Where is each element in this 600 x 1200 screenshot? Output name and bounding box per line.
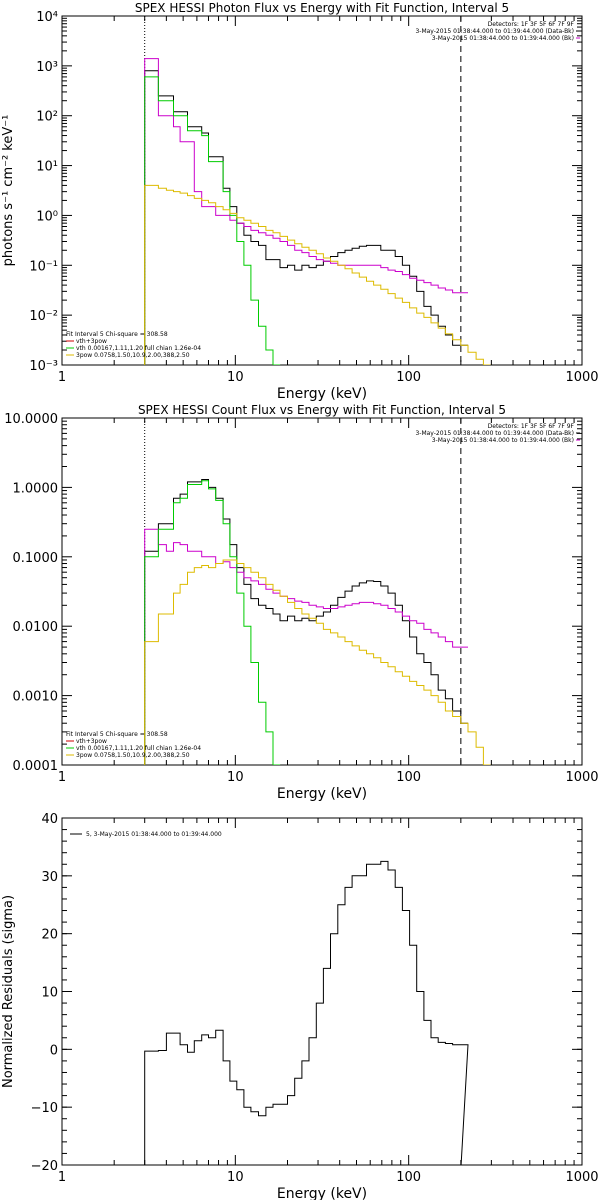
legend-entry: Fit Interval 5 Chi-square = 308.58	[66, 331, 168, 338]
y-tick-label: −20	[31, 1159, 58, 1174]
plot-frame	[61, 817, 583, 1166]
y-tick-label: 10⁰	[36, 209, 58, 224]
series-line-2	[144, 58, 468, 365]
y-tick-label: 10³	[36, 60, 58, 75]
series-line-1	[144, 70, 468, 365]
series-line-3	[144, 76, 281, 365]
x-tick-label: 1000	[565, 370, 598, 385]
x-tick-label: 100	[396, 770, 421, 785]
x-tick-label: 1	[58, 770, 66, 785]
legend-entry: Detectors: 1F 3F 5F 6F 7F 9F	[488, 423, 575, 430]
y-tick-label: 0	[50, 1043, 58, 1058]
y-tick-label: 0.1000	[13, 551, 59, 566]
legend-entry: 3pow 0.0758,1.50,10.9,2.00,388,2.50	[76, 752, 190, 759]
legend-entry: 3-May-2015 01:38:44.000 to 01:39:44.000 …	[415, 28, 574, 35]
chart-title: SPEX HESSI Count Flux vs Energy with Fit…	[138, 403, 506, 417]
legend-entry: Detectors: 1F 3F 5F 6F 7F 9F	[488, 21, 575, 28]
legend-entry: vth 0.00167,1.11,1.20 full chian 1.26e-0…	[76, 345, 201, 352]
series-line-1	[144, 479, 468, 765]
legend-entry: 3pow 0.0758,1.50,10.9,2.00,388,2.50	[76, 352, 190, 359]
y-axis-label: Normalized Residuals (sigma)	[1, 895, 16, 1088]
legend-entry: Fit Interval 5 Chi-square = 308.58	[66, 731, 168, 738]
x-tick-label: 10	[227, 1170, 244, 1185]
legend-entry: 3-May-2015 01:38:44.000 to 01:39:44.000 …	[432, 35, 574, 42]
y-tick-label: 10²	[36, 110, 58, 125]
y-tick-label: 40	[41, 812, 58, 827]
x-axis-label: Energy (keV)	[277, 1186, 367, 1200]
chart-panel-3: 1 10 100 1000 Energy (keV) −20 −10 0 10 20 30 40 Nor…	[1, 812, 599, 1200]
series-group	[144, 860, 469, 1165]
y-tick-label: −10	[31, 1101, 58, 1116]
y-tick-label: 0.0100	[13, 620, 59, 635]
y-tick-label: 10⁻³	[29, 359, 58, 374]
x-tick-label: 1000	[565, 1170, 598, 1185]
series-line-4	[144, 559, 491, 765]
y-tick-label: 10⁻²	[29, 309, 58, 324]
y-tick-label: 0.0010	[13, 690, 59, 705]
series-line-3	[144, 480, 281, 765]
x-axis-label: Energy (keV)	[277, 786, 367, 802]
series-line-2	[144, 528, 468, 765]
y-tick-label: 10⁴	[36, 10, 58, 25]
legend-entry: 3-May-2015 01:38:44.000 to 01:39:44.000 …	[432, 437, 574, 444]
y-tick-label: 30	[41, 870, 58, 885]
x-tick-label: 10	[227, 370, 244, 385]
y-axis-label: photons s⁻¹ cm⁻² keV⁻¹	[1, 115, 16, 267]
chart-panel-2: SPEX HESSI Count Flux vs Energy with Fit…	[4, 403, 598, 802]
x-axis-label: Energy (keV)	[277, 386, 367, 402]
x-tick-label: 1	[58, 370, 66, 385]
chart-title: SPEX HESSI Photon Flux vs Energy with Fi…	[135, 1, 509, 15]
series-line-1	[144, 860, 469, 1165]
y-tick-label: 10	[41, 986, 58, 1001]
series-line-4	[144, 184, 491, 365]
legend-entry: 3-May-2015 01:38:44.000 to 01:39:44.000 …	[415, 430, 574, 437]
x-tick-label: 100	[396, 370, 421, 385]
y-tick-label: 10¹	[36, 160, 58, 175]
y-tick-label: 0.0001	[13, 759, 59, 774]
legend-entry: 5, 3-May-2015 01:38:44.000 to 01:39:44.0…	[86, 831, 222, 838]
plot-frame	[61, 15, 583, 366]
plot-frame	[61, 417, 583, 766]
series-group	[144, 479, 491, 765]
chart-panel-1: SPEX HESSI Photon Flux vs Energy with Fi…	[1, 1, 599, 402]
x-tick-label: 10	[227, 770, 244, 785]
legend-entry: vth+3pow	[76, 738, 107, 745]
y-tick-label: 10.0000	[4, 412, 58, 427]
y-tick-label: 1.0000	[13, 481, 59, 496]
y-tick-label: 20	[41, 928, 58, 943]
legend-entry: vth+3pow	[76, 338, 107, 345]
legend-entry: vth 0.00167,1.11,1.20 full chian 1.26e-0…	[76, 745, 201, 752]
series-group	[144, 58, 491, 365]
x-tick-label: 1	[58, 1170, 66, 1185]
x-tick-label: 1000	[565, 770, 598, 785]
x-tick-label: 100	[396, 1170, 421, 1185]
y-tick-label: 10⁻¹	[29, 259, 58, 274]
